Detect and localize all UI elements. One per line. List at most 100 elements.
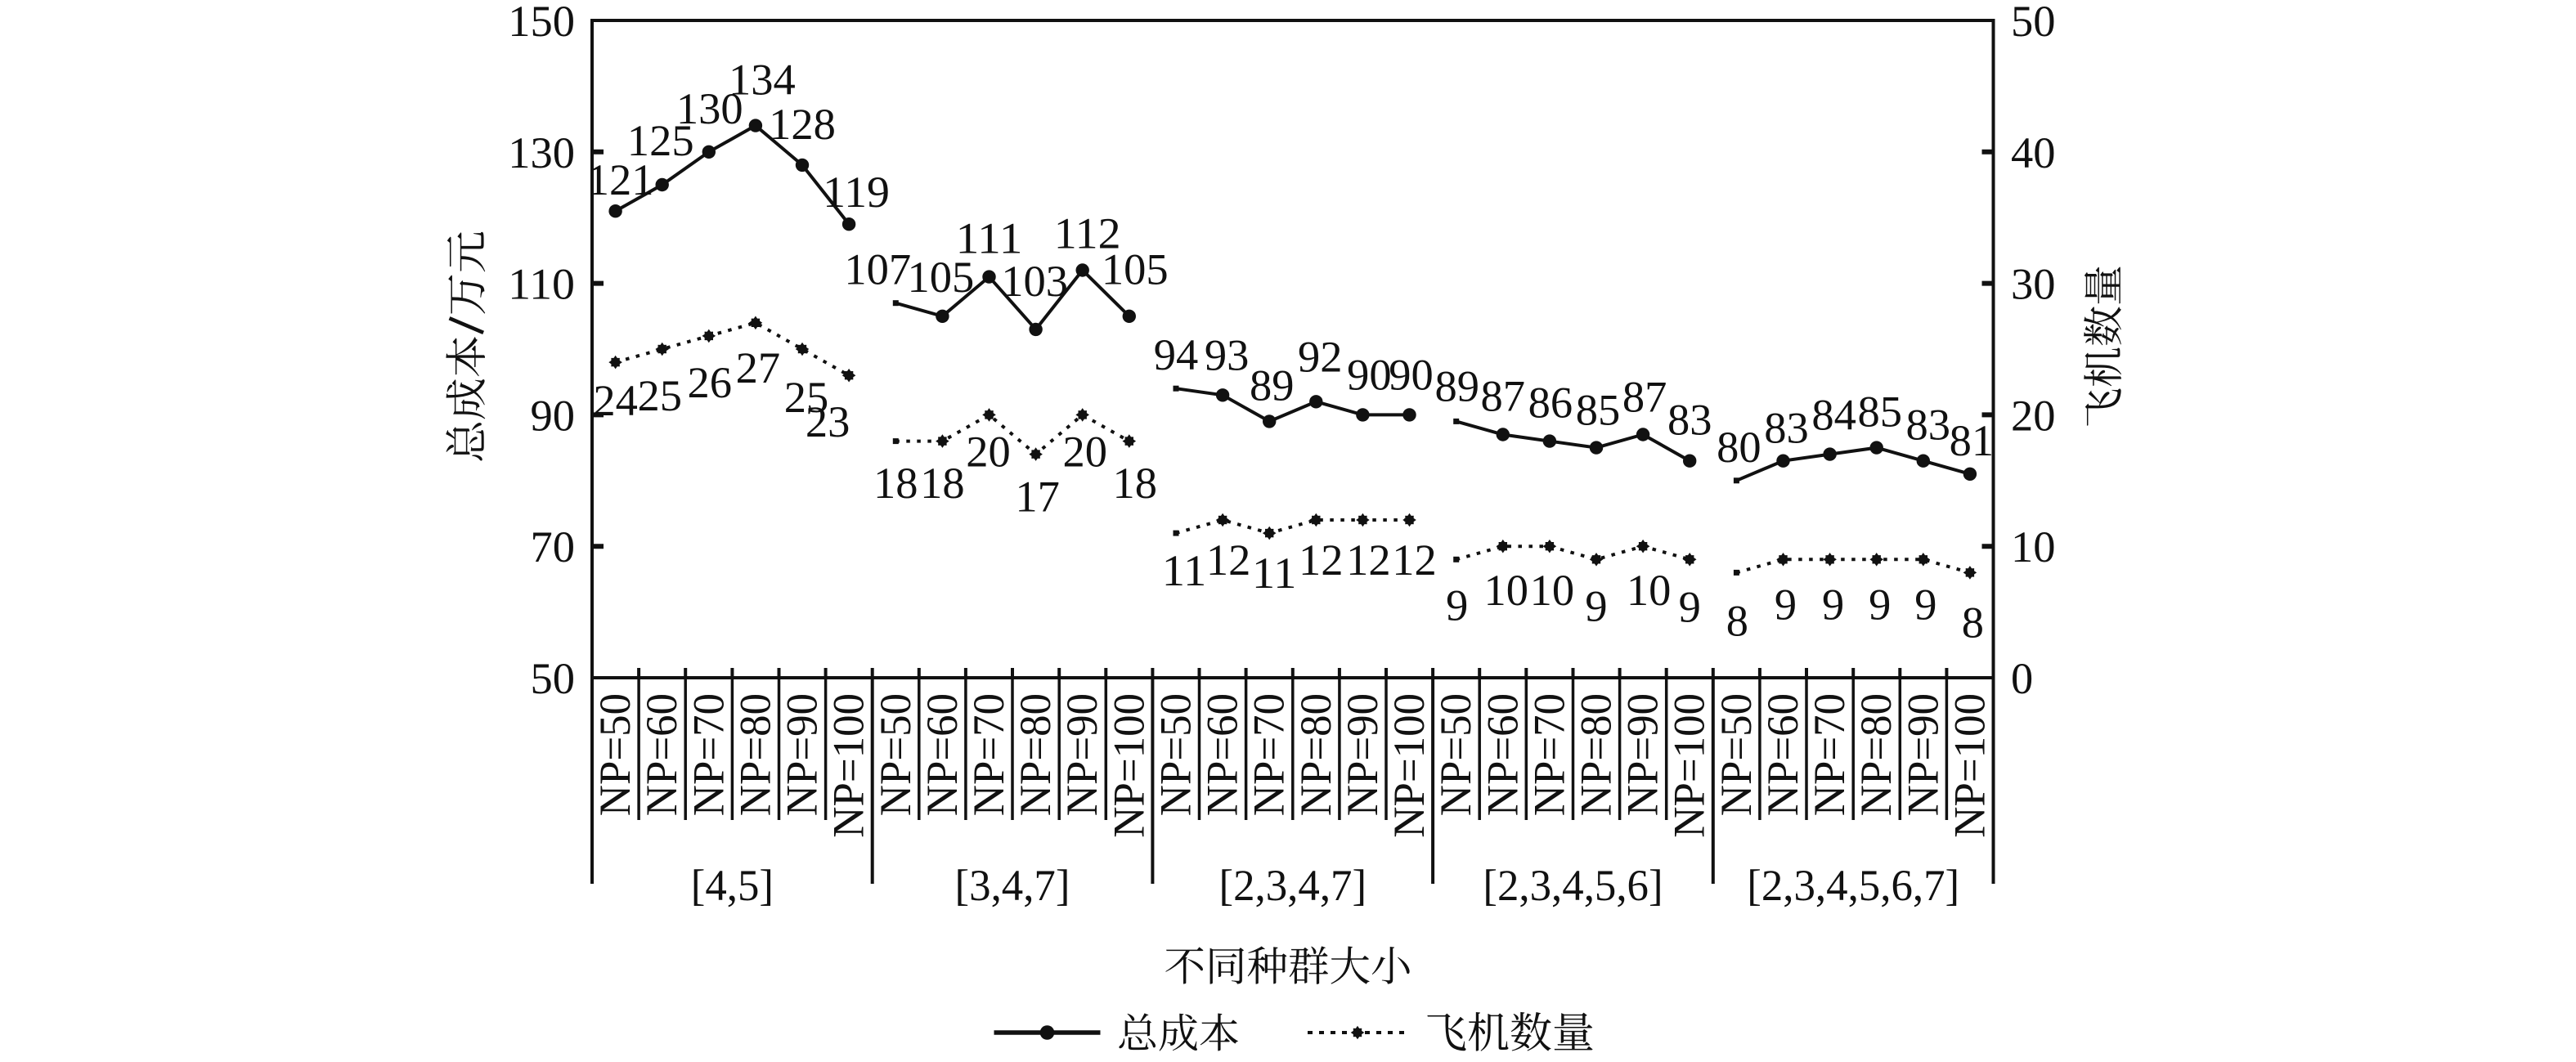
- svg-text:NP=50: NP=50: [870, 693, 920, 816]
- svg-text:87: 87: [1481, 371, 1526, 421]
- svg-text:NP=60: NP=60: [1477, 693, 1527, 816]
- svg-text:8: 8: [1726, 595, 1748, 645]
- svg-text:25: 25: [784, 372, 829, 422]
- svg-text:18: 18: [920, 458, 965, 508]
- svg-text:9: 9: [1914, 579, 1936, 629]
- svg-text:111: 111: [956, 213, 1023, 263]
- svg-text:83: 83: [1667, 395, 1712, 445]
- svg-text:103: 103: [1001, 256, 1068, 306]
- svg-text:NP=80: NP=80: [1571, 693, 1621, 816]
- svg-text:11: 11: [1252, 548, 1297, 598]
- svg-text:20: 20: [2011, 390, 2056, 440]
- svg-text:83: 83: [1906, 400, 1951, 450]
- svg-text:81: 81: [1950, 415, 1995, 465]
- svg-text:86: 86: [1528, 378, 1573, 428]
- svg-text:26: 26: [688, 357, 733, 407]
- svg-text:11: 11: [1162, 545, 1207, 595]
- svg-text:90: 90: [531, 390, 576, 440]
- svg-text:NP=60: NP=60: [917, 693, 967, 816]
- svg-text:NP=90: NP=90: [1618, 693, 1667, 816]
- svg-text:80: 80: [1717, 422, 1761, 472]
- svg-text:105: 105: [908, 252, 975, 302]
- svg-text:9: 9: [1585, 580, 1607, 630]
- svg-text:121: 121: [587, 155, 654, 204]
- svg-text:50: 50: [531, 653, 576, 703]
- svg-text:NP=50: NP=50: [1151, 693, 1200, 816]
- svg-text:12: 12: [1206, 535, 1251, 585]
- svg-text:105: 105: [1102, 244, 1169, 294]
- svg-text:NP=90: NP=90: [1897, 693, 1947, 816]
- svg-text:25: 25: [637, 370, 682, 420]
- svg-text:NP=90: NP=90: [777, 693, 827, 816]
- svg-text:85: 85: [1576, 385, 1621, 435]
- svg-text:10: 10: [2011, 522, 2056, 571]
- svg-text:NP=80: NP=80: [1290, 693, 1340, 816]
- svg-text:90: 90: [1347, 349, 1392, 399]
- svg-text:92: 92: [1298, 331, 1343, 381]
- svg-text:119: 119: [823, 167, 890, 217]
- svg-text:[3,4,7]: [3,4,7]: [955, 860, 1070, 910]
- svg-text:NP=50: NP=50: [1711, 693, 1761, 816]
- svg-text:87: 87: [1622, 372, 1667, 422]
- svg-text:NP=50: NP=50: [1430, 693, 1480, 816]
- svg-text:9: 9: [1822, 579, 1844, 629]
- svg-text:27: 27: [736, 343, 781, 392]
- svg-text:10: 10: [1484, 565, 1529, 615]
- svg-text:150: 150: [508, 0, 575, 46]
- svg-text:94: 94: [1154, 329, 1199, 379]
- svg-text:0: 0: [2011, 653, 2033, 703]
- svg-text:[4,5]: [4,5]: [691, 860, 774, 910]
- svg-text:NP=100: NP=100: [1944, 693, 1994, 838]
- svg-text:23: 23: [806, 397, 850, 446]
- svg-text:NP=60: NP=60: [1197, 693, 1247, 816]
- svg-text:NP=70: NP=70: [1804, 693, 1854, 816]
- svg-text:[2,3,4,7]: [2,3,4,7]: [1219, 860, 1367, 910]
- svg-text:89: 89: [1250, 360, 1295, 410]
- svg-text:134: 134: [729, 55, 796, 105]
- svg-text:[2,3,4,5,6,7]: [2,3,4,5,6,7]: [1747, 860, 1959, 910]
- svg-text:9: 9: [1775, 579, 1797, 629]
- svg-text:9: 9: [1679, 581, 1701, 631]
- svg-text:10: 10: [1627, 565, 1672, 615]
- svg-text:84: 84: [1811, 390, 1856, 440]
- svg-text:NP=60: NP=60: [636, 693, 686, 816]
- svg-text:83: 83: [1764, 403, 1809, 453]
- svg-text:NP=100: NP=100: [824, 693, 873, 838]
- svg-text:NP=90: NP=90: [1337, 693, 1387, 816]
- svg-text:125: 125: [627, 115, 694, 165]
- svg-text:24: 24: [593, 375, 638, 425]
- svg-text:130: 130: [508, 128, 575, 177]
- svg-text:70: 70: [531, 522, 576, 571]
- svg-text:93: 93: [1205, 329, 1250, 379]
- svg-text:NP=70: NP=70: [683, 693, 733, 816]
- svg-text:12: 12: [1299, 535, 1344, 585]
- svg-text:8: 8: [1962, 597, 1984, 647]
- svg-text:20: 20: [966, 426, 1011, 476]
- svg-text:NP=80: NP=80: [1851, 693, 1901, 816]
- svg-text:85: 85: [1857, 387, 1902, 437]
- svg-text:10: 10: [1530, 565, 1575, 615]
- svg-text:NP=100: NP=100: [1103, 693, 1153, 838]
- svg-text:NP=80: NP=80: [729, 693, 779, 816]
- svg-text:90: 90: [1389, 349, 1434, 399]
- svg-text:NP=100: NP=100: [1384, 693, 1434, 838]
- svg-text:9: 9: [1446, 580, 1468, 630]
- svg-text:NP=90: NP=90: [1057, 693, 1106, 816]
- svg-text:17: 17: [1015, 472, 1060, 522]
- svg-text:12: 12: [1392, 535, 1437, 585]
- svg-text:20: 20: [1062, 426, 1107, 476]
- svg-text:9: 9: [1869, 579, 1891, 629]
- svg-text:NP=70: NP=70: [1244, 693, 1294, 816]
- svg-text:NP=70: NP=70: [963, 693, 1013, 816]
- svg-text:NP=70: NP=70: [1524, 693, 1573, 816]
- svg-text:128: 128: [769, 99, 836, 149]
- svg-text:30: 30: [2011, 259, 2056, 309]
- svg-text:40: 40: [2011, 128, 2056, 177]
- svg-text:[2,3,4,5,6]: [2,3,4,5,6]: [1483, 860, 1663, 910]
- svg-text:89: 89: [1434, 361, 1479, 410]
- svg-text:NP=50: NP=50: [590, 693, 640, 816]
- svg-text:NP=60: NP=60: [1757, 693, 1807, 816]
- svg-text:110: 110: [508, 259, 575, 309]
- svg-text:112: 112: [1054, 208, 1121, 258]
- svg-text:12: 12: [1346, 535, 1391, 585]
